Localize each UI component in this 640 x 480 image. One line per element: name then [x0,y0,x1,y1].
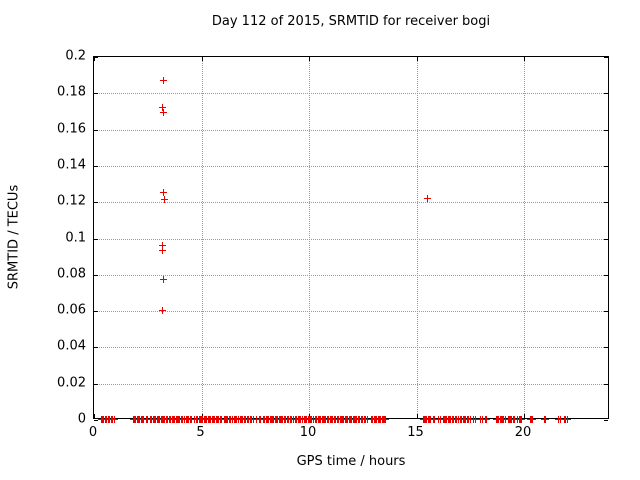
baseline-point-marker [430,416,438,423]
chart-title: Day 112 of 2015, SRMTID for receiver bog… [211,14,491,29]
gridline-horizontal [94,202,608,204]
gridline-horizontal [94,383,608,385]
y-tick-mark-right [604,274,608,276]
y-tick-mark-left [94,129,98,131]
data-point-marker [159,276,167,284]
data-point-marker [159,103,167,111]
baseline-point-marker [563,416,571,423]
y-tick-label: 0.06 [57,302,86,318]
data-point-marker [159,76,167,84]
data-point-marker [159,109,167,117]
gridline-vertical [416,57,418,418]
x-tick-label: 20 [514,425,532,440]
x-tick-mark-bottom [524,414,525,418]
y-tick-mark-left [94,93,98,95]
baseline-point-marker [471,416,479,423]
x-tick-mark-top [524,57,525,61]
baseline-point-marker [483,416,491,423]
y-tick-mark-right [604,238,608,240]
x-tick-mark-top [416,57,418,61]
baseline-point-marker [529,416,537,423]
y-axis-label: SRMTID / TECUs [6,184,22,290]
y-tick-mark-right [604,165,608,167]
baseline-point-marker [518,416,526,423]
y-tick-label: 0.2 [65,48,86,64]
y-tick-label: 0.14 [57,157,86,173]
baseline-point-marker [556,416,564,423]
data-point-marker [159,247,166,255]
data-point-marker [161,196,169,204]
x-tick-mark-bottom [94,414,95,418]
y-tick-label: 0.02 [57,375,86,391]
gridline-horizontal [94,165,608,167]
y-tick-mark-right [604,383,608,385]
gridline-horizontal [94,129,608,131]
gridline-vertical [309,57,310,418]
plot-area [93,56,609,423]
y-tick-mark-right [604,420,608,421]
baseline-point-marker [363,416,371,423]
gridline-horizontal [94,238,608,240]
y-tick-mark-left [94,238,98,240]
baseline-point-marker [542,416,550,423]
y-tick-label: 0.12 [57,193,86,209]
data-point-marker [159,189,167,197]
x-tick-label: 0 [88,425,98,440]
gridline-vertical [524,57,525,418]
x-tick-mark-top [309,57,310,61]
y-tick-mark-left [94,274,98,276]
x-axis-label: GPS time / hours [296,454,406,469]
x-tick-mark-bottom [416,414,418,418]
data-point-marker [159,307,167,315]
y-tick-label: 0.18 [57,84,86,100]
y-tick-mark-right [604,129,608,131]
y-tick-mark-right [604,57,608,58]
x-tick-label: 10 [299,425,317,440]
y-tick-mark-right [604,202,608,204]
x-tick-label: 5 [196,425,205,440]
gridline-horizontal [94,311,608,313]
baseline-point-marker [249,416,257,423]
gridline-vertical [201,57,203,418]
y-tick-mark-left [94,165,98,167]
y-tick-mark-left [94,383,98,385]
y-tick-label: 0.16 [57,121,86,137]
y-tick-mark-left [94,311,98,313]
y-tick-label: 0.04 [57,338,86,354]
baseline-point-marker [382,416,390,423]
y-tick-label: 0.1 [65,230,86,245]
gridline-horizontal [94,274,608,276]
y-tick-mark-left [94,420,98,421]
y-tick-mark-left [94,202,98,204]
y-tick-mark-left [94,57,98,58]
y-tick-label: 0.08 [57,266,86,282]
baseline-point-marker [466,416,474,423]
baseline-point-marker [110,416,118,423]
gridline-horizontal [94,347,608,349]
x-tick-mark-top [201,57,203,61]
data-point-marker [159,241,167,249]
y-tick-mark-left [94,347,98,349]
gridline-horizontal [94,93,608,95]
y-tick-mark-right [604,93,608,95]
data-point-marker [423,194,431,202]
y-tick-mark-right [604,347,608,349]
y-tick-mark-right [604,311,608,313]
x-tick-label: 15 [407,425,424,440]
y-tick-label: 0 [77,411,86,427]
x-tick-mark-top [94,57,95,61]
